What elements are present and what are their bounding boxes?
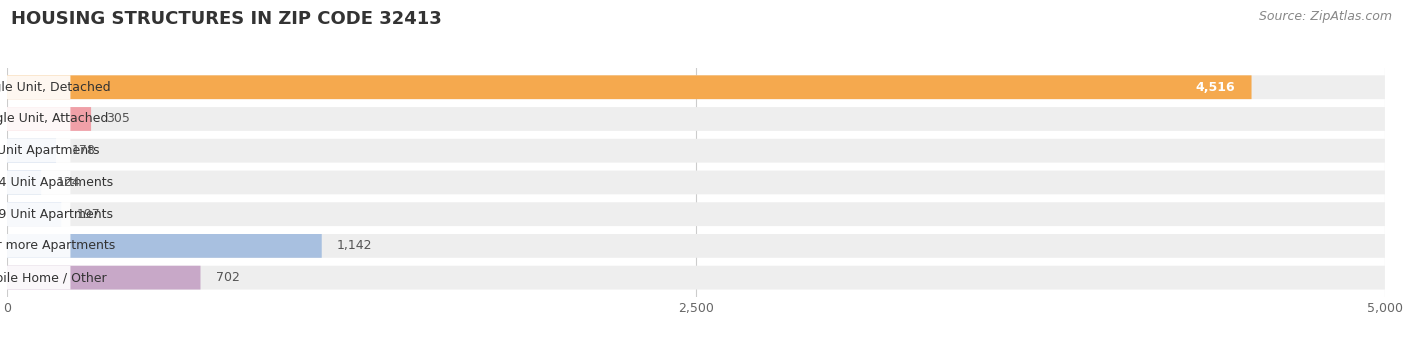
FancyBboxPatch shape: [7, 202, 1385, 226]
Text: 197: 197: [76, 208, 100, 221]
FancyBboxPatch shape: [7, 139, 70, 163]
Text: HOUSING STRUCTURES IN ZIP CODE 32413: HOUSING STRUCTURES IN ZIP CODE 32413: [11, 10, 441, 28]
Text: Mobile Home / Other: Mobile Home / Other: [0, 271, 107, 284]
FancyBboxPatch shape: [7, 107, 91, 131]
FancyBboxPatch shape: [7, 75, 1251, 99]
Text: 178: 178: [72, 144, 96, 157]
FancyBboxPatch shape: [7, 202, 70, 226]
FancyBboxPatch shape: [7, 234, 70, 258]
FancyBboxPatch shape: [7, 107, 70, 131]
FancyBboxPatch shape: [7, 234, 1385, 258]
FancyBboxPatch shape: [7, 107, 1385, 131]
FancyBboxPatch shape: [7, 266, 201, 290]
FancyBboxPatch shape: [7, 170, 1385, 194]
FancyBboxPatch shape: [7, 202, 62, 226]
FancyBboxPatch shape: [7, 170, 41, 194]
Text: 10 or more Apartments: 10 or more Apartments: [0, 239, 115, 252]
Text: Source: ZipAtlas.com: Source: ZipAtlas.com: [1258, 10, 1392, 23]
FancyBboxPatch shape: [7, 139, 56, 163]
Text: 124: 124: [56, 176, 80, 189]
Text: Single Unit, Detached: Single Unit, Detached: [0, 81, 110, 94]
Text: Single Unit, Attached: Single Unit, Attached: [0, 113, 108, 125]
FancyBboxPatch shape: [7, 75, 70, 99]
Text: 1,142: 1,142: [337, 239, 373, 252]
Text: 4,516: 4,516: [1195, 81, 1234, 94]
Text: 2 Unit Apartments: 2 Unit Apartments: [0, 144, 100, 157]
FancyBboxPatch shape: [7, 139, 1385, 163]
Text: 702: 702: [215, 271, 239, 284]
Text: 5 to 9 Unit Apartments: 5 to 9 Unit Apartments: [0, 208, 114, 221]
FancyBboxPatch shape: [7, 266, 1385, 290]
Text: 3 or 4 Unit Apartments: 3 or 4 Unit Apartments: [0, 176, 114, 189]
FancyBboxPatch shape: [7, 170, 70, 194]
FancyBboxPatch shape: [7, 75, 1385, 99]
FancyBboxPatch shape: [7, 234, 322, 258]
Text: 305: 305: [107, 113, 131, 125]
FancyBboxPatch shape: [7, 266, 70, 290]
